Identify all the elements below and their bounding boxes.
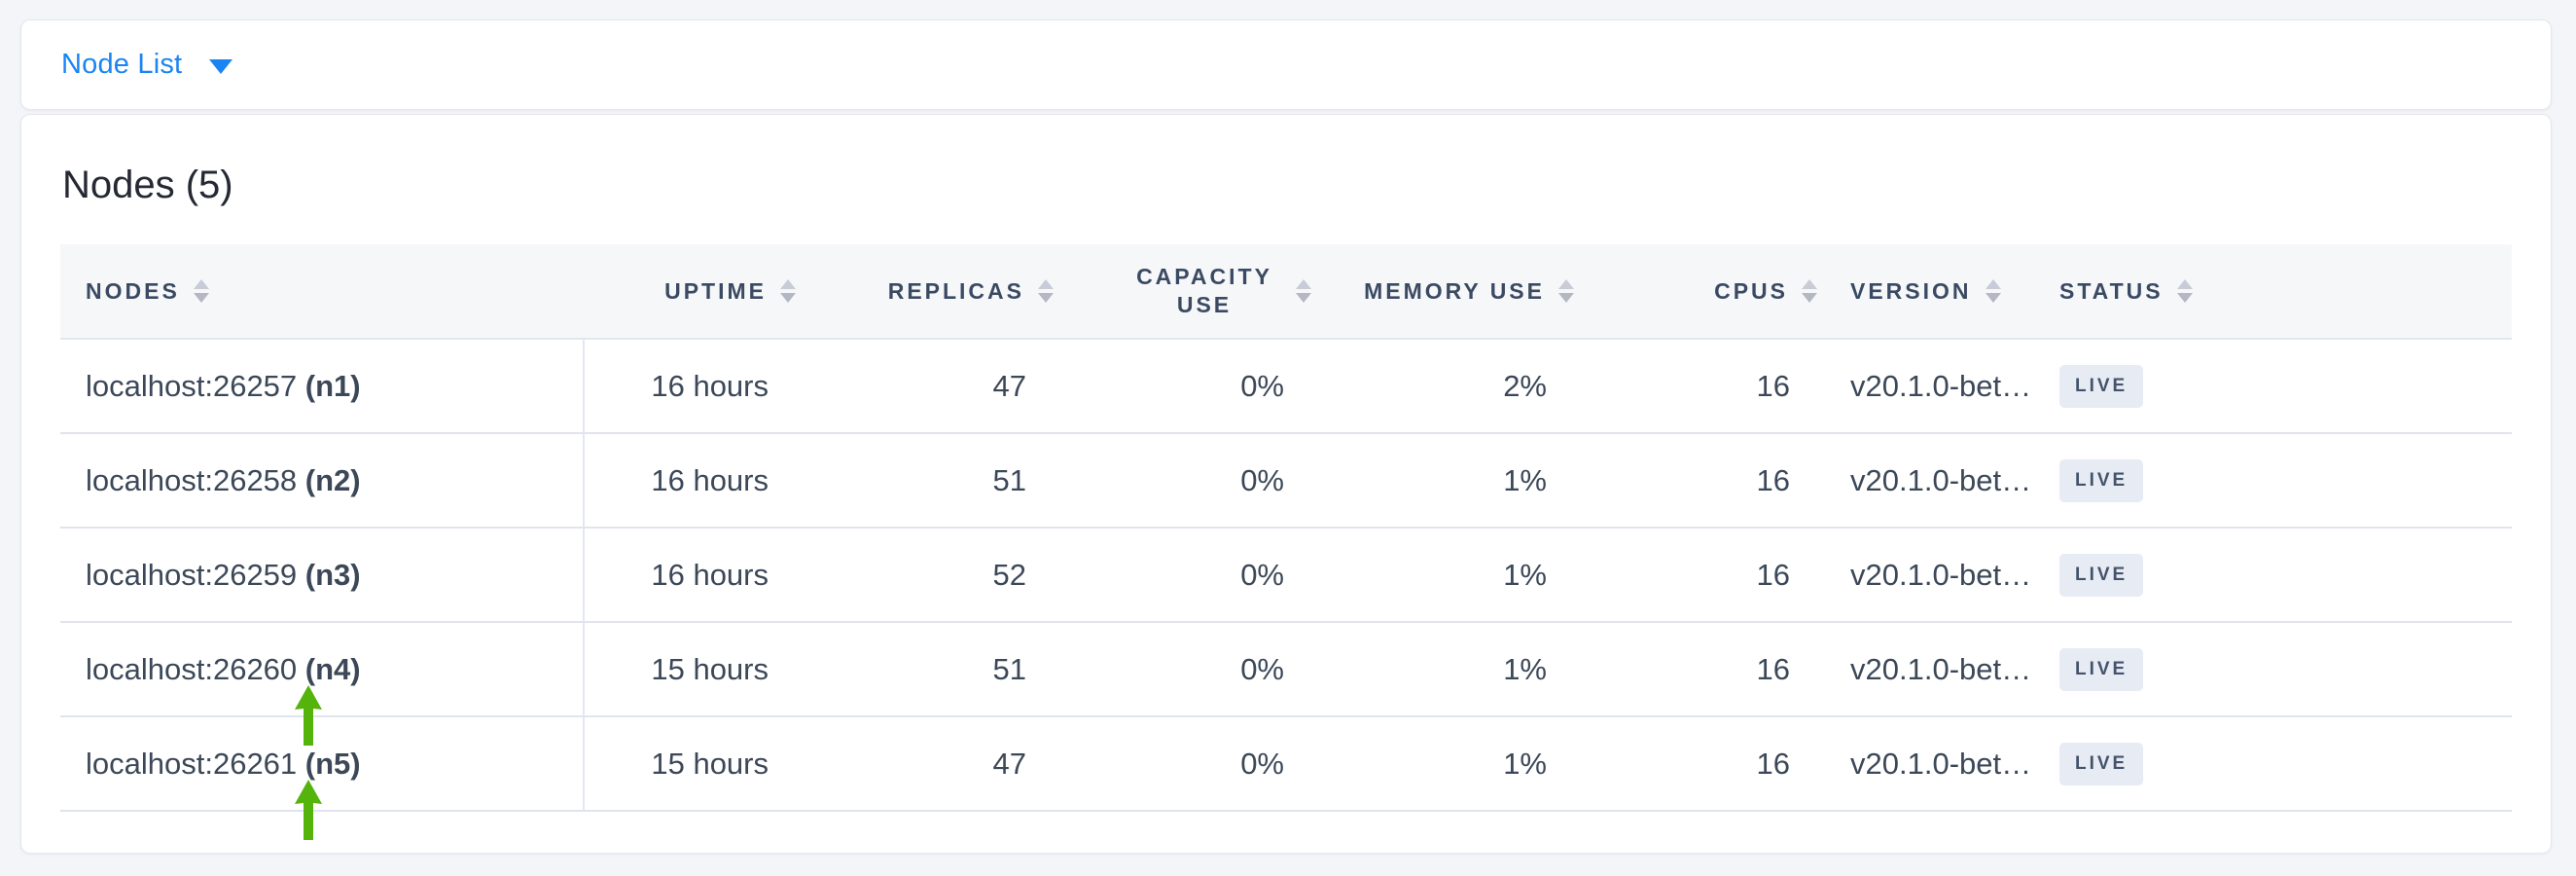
cell-version: v20.1.0-bet…: [1829, 716, 2038, 812]
cell-cpus: 16: [1586, 339, 1829, 434]
cell-uptime: 15 hours: [584, 622, 807, 717]
nodes-panel: Nodes (5) NODES UPTIME REPLICAS CAPACITY…: [20, 114, 2552, 854]
cell-capacity-use: 0%: [1065, 622, 1323, 717]
cell-cpus: 16: [1586, 622, 1829, 717]
table-row[interactable]: localhost:26259 (n3) 16 hours 52 0% 1% 1…: [60, 528, 2512, 623]
cell-uptime: 16 hours: [584, 528, 807, 623]
cell-node[interactable]: localhost:26259 (n3): [60, 528, 585, 623]
table-row[interactable]: localhost:26261 (n5) 15 hours 47 0% 1% 1…: [60, 716, 2512, 840]
node-address: localhost:26260: [86, 651, 305, 686]
column-header-replicas[interactable]: REPLICAS: [807, 244, 1065, 340]
nodes-table: NODES UPTIME REPLICAS CAPACITY USE MEMOR…: [60, 244, 2512, 840]
cell-capacity-use: 0%: [1065, 528, 1323, 623]
column-header-memory-use[interactable]: MEMORY USE: [1323, 244, 1586, 340]
status-badge: LIVE: [2059, 648, 2144, 691]
cell-status: LIVE: [2038, 716, 2512, 812]
cell-memory-use: 1%: [1323, 716, 1586, 812]
node-name: (n4): [304, 651, 361, 686]
cell-cpus: 16: [1586, 433, 1829, 529]
cell-cpus: 16: [1586, 716, 1829, 812]
cell-uptime: 15 hours: [584, 716, 807, 812]
green-arrow-annotation: [294, 685, 323, 746]
cell-cpus: 16: [1586, 528, 1829, 623]
column-header-capacity-use[interactable]: CAPACITY USE: [1065, 244, 1323, 340]
cell-version: v20.1.0-bet…: [1829, 433, 2038, 529]
green-arrow-annotation: [294, 780, 323, 840]
sort-icon[interactable]: [193, 279, 209, 303]
column-header-cpus[interactable]: CPUS: [1586, 244, 1829, 340]
column-header-nodes[interactable]: NODES: [60, 244, 584, 340]
node-name: (n3): [304, 557, 361, 592]
sort-icon[interactable]: [780, 279, 796, 303]
cell-memory-use: 1%: [1323, 622, 1586, 717]
cell-node[interactable]: localhost:26260 (n4): [60, 622, 585, 746]
cell-replicas: 47: [807, 339, 1065, 434]
cell-replicas: 52: [807, 528, 1065, 623]
view-selector-bar: Node List: [20, 19, 2552, 110]
cell-version: v20.1.0-bet…: [1829, 339, 2038, 434]
node-address: localhost:26258: [86, 462, 305, 497]
status-badge: LIVE: [2059, 743, 2144, 785]
cell-status: LIVE: [2038, 528, 2512, 623]
cell-uptime: 16 hours: [584, 433, 807, 529]
sort-icon[interactable]: [2176, 279, 2193, 303]
node-address: localhost:26259: [86, 557, 305, 592]
table-row[interactable]: localhost:26257 (n1) 16 hours 47 0% 2% 1…: [60, 339, 2512, 434]
node-name: (n1): [304, 368, 361, 403]
column-header-uptime[interactable]: UPTIME: [584, 244, 807, 340]
cell-memory-use: 1%: [1323, 433, 1586, 529]
column-header-status[interactable]: STATUS: [2038, 244, 2512, 340]
sort-icon[interactable]: [1296, 279, 1311, 303]
cell-node[interactable]: localhost:26261 (n5): [60, 716, 585, 840]
caret-down-icon: [209, 59, 233, 74]
sort-icon[interactable]: [1038, 279, 1054, 303]
cell-status: LIVE: [2038, 622, 2512, 717]
cell-replicas: 47: [807, 716, 1065, 812]
status-badge: LIVE: [2059, 365, 2144, 408]
cell-node[interactable]: localhost:26258 (n2): [60, 433, 585, 529]
cell-capacity-use: 0%: [1065, 339, 1323, 434]
cell-capacity-use: 0%: [1065, 716, 1323, 812]
table-header-row: NODES UPTIME REPLICAS CAPACITY USE MEMOR…: [60, 244, 2512, 340]
node-name: (n5): [304, 746, 361, 781]
column-header-version[interactable]: VERSION: [1829, 244, 2038, 340]
cell-version: v20.1.0-bet…: [1829, 528, 2038, 623]
table-body: localhost:26257 (n1) 16 hours 47 0% 2% 1…: [60, 339, 2512, 840]
cell-replicas: 51: [807, 622, 1065, 717]
table-row[interactable]: localhost:26260 (n4) 15 hours 51 0% 1% 1…: [60, 622, 2512, 746]
cell-replicas: 51: [807, 433, 1065, 529]
node-address: localhost:26257: [86, 368, 305, 403]
cell-node[interactable]: localhost:26257 (n1): [60, 339, 585, 434]
cell-status: LIVE: [2038, 433, 2512, 529]
node-address: localhost:26261: [86, 746, 305, 781]
cell-memory-use: 2%: [1323, 339, 1586, 434]
cell-version: v20.1.0-bet…: [1829, 622, 2038, 717]
view-selector-dropdown[interactable]: Node List: [61, 49, 233, 81]
cell-uptime: 16 hours: [584, 339, 807, 434]
cell-status: LIVE: [2038, 339, 2512, 434]
table-row[interactable]: localhost:26258 (n2) 16 hours 51 0% 1% 1…: [60, 433, 2512, 529]
sort-icon[interactable]: [1802, 279, 1817, 303]
status-badge: LIVE: [2059, 459, 2144, 502]
node-name: (n2): [304, 462, 361, 497]
sort-icon[interactable]: [1558, 279, 1574, 303]
sort-icon[interactable]: [1985, 279, 2001, 303]
status-badge: LIVE: [2059, 554, 2144, 597]
view-selector-label: Node List: [61, 49, 183, 80]
cell-capacity-use: 0%: [1065, 433, 1323, 529]
page-title: Nodes (5): [62, 164, 233, 206]
cell-memory-use: 1%: [1323, 528, 1586, 623]
